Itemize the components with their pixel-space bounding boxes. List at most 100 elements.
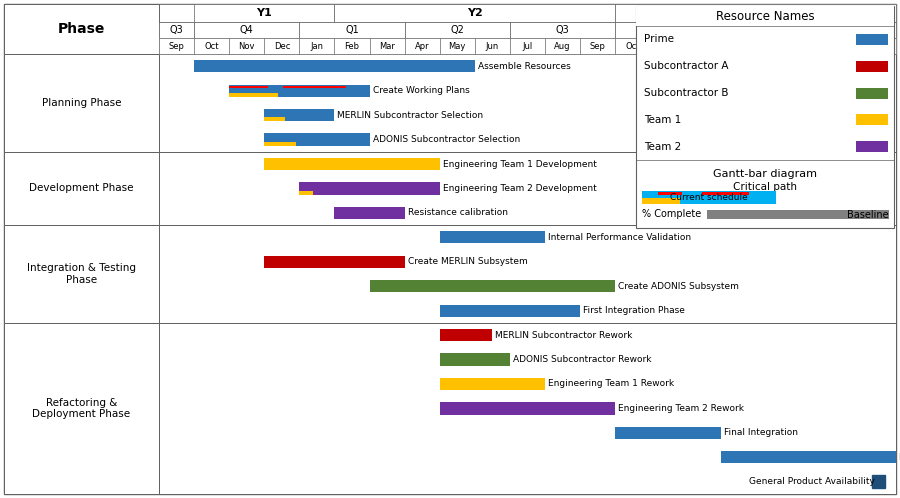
Bar — [721, 38, 756, 54]
Bar — [265, 255, 405, 268]
Text: Prime: Prime — [644, 34, 674, 44]
Bar — [433, 313, 580, 318]
Bar — [265, 38, 300, 54]
Bar — [257, 166, 440, 172]
Bar — [257, 264, 405, 269]
Bar — [721, 451, 896, 464]
Bar — [159, 225, 896, 323]
Text: Q4: Q4 — [661, 25, 675, 35]
Text: Assemble Resources: Assemble Resources — [478, 62, 571, 71]
Bar — [440, 231, 545, 244]
Bar — [856, 141, 888, 152]
Bar — [616, 427, 721, 439]
Text: Sep: Sep — [590, 41, 606, 50]
Text: Oct: Oct — [626, 41, 640, 50]
Bar — [292, 191, 440, 196]
Bar — [714, 460, 896, 465]
Bar — [440, 329, 492, 341]
Text: Engineering Team 1 Rework: Engineering Team 1 Rework — [548, 379, 674, 388]
Text: Dec: Dec — [695, 41, 711, 50]
Bar — [433, 386, 545, 392]
Bar — [4, 225, 159, 323]
Text: May: May — [448, 41, 466, 50]
Bar — [363, 288, 616, 294]
Bar — [300, 38, 335, 54]
Bar — [608, 435, 721, 441]
Bar — [702, 192, 750, 195]
Bar — [405, 38, 440, 54]
Bar — [545, 38, 580, 54]
Text: Phase: Phase — [58, 22, 105, 36]
Text: Jan: Jan — [732, 41, 744, 50]
Bar — [370, 38, 405, 54]
Text: Apr: Apr — [415, 41, 429, 50]
Bar — [159, 38, 896, 54]
Text: May: May — [869, 41, 887, 50]
Text: Q1: Q1 — [345, 25, 359, 35]
Text: Team 1: Team 1 — [644, 115, 681, 125]
Text: Team 2: Team 2 — [644, 141, 681, 151]
Text: Feb: Feb — [345, 41, 359, 50]
Bar — [159, 22, 896, 38]
Text: Internal Performance Validation: Internal Performance Validation — [548, 233, 691, 242]
Bar — [159, 323, 896, 494]
Bar — [756, 38, 791, 54]
Text: Integration & Testing
Phase: Integration & Testing Phase — [27, 263, 136, 285]
Bar — [791, 38, 826, 54]
Text: Q3: Q3 — [555, 25, 570, 35]
Text: Create ADONIS Subsystem: Create ADONIS Subsystem — [618, 282, 739, 291]
Bar — [194, 38, 230, 54]
Bar — [230, 93, 278, 97]
Bar — [265, 142, 296, 146]
Bar — [257, 118, 317, 123]
Bar — [433, 411, 616, 416]
Text: Nov: Nov — [238, 41, 255, 50]
Bar — [370, 280, 616, 292]
Bar — [194, 4, 335, 22]
Text: Y1: Y1 — [256, 8, 272, 18]
Bar — [159, 54, 896, 494]
Bar — [265, 158, 440, 170]
Bar — [440, 354, 510, 366]
Text: Betatest cycle: Betatest cycle — [899, 453, 900, 462]
Bar — [4, 152, 159, 225]
Bar — [433, 362, 510, 368]
Text: % Complete: % Complete — [642, 209, 701, 219]
Text: Dec: Dec — [274, 41, 290, 50]
Bar — [686, 38, 721, 54]
Text: Final Integration: Final Integration — [724, 428, 797, 437]
Text: Jan: Jan — [310, 41, 323, 50]
Bar — [159, 38, 194, 54]
Text: Gantt-bar diagram: Gantt-bar diagram — [713, 169, 817, 179]
Text: Q4: Q4 — [240, 25, 254, 35]
Text: Q2: Q2 — [854, 25, 868, 35]
Text: Mar: Mar — [379, 41, 395, 50]
Text: Jun: Jun — [486, 41, 499, 50]
Bar — [642, 191, 776, 204]
Text: Engineering Team 2 Rework: Engineering Team 2 Rework — [618, 404, 744, 413]
Text: Q3: Q3 — [170, 25, 184, 35]
Bar — [440, 378, 545, 390]
Bar — [856, 34, 888, 45]
Text: Nov: Nov — [660, 41, 676, 50]
Text: General Product Availability: General Product Availability — [749, 477, 875, 486]
Text: Q2: Q2 — [450, 25, 464, 35]
Bar — [4, 323, 159, 494]
Bar — [433, 338, 492, 343]
Bar — [440, 305, 580, 317]
Bar — [721, 22, 826, 38]
Bar — [4, 54, 159, 152]
Bar — [159, 152, 896, 225]
Bar — [856, 61, 888, 72]
Text: ADONIS Subcontractor Selection: ADONIS Subcontractor Selection — [373, 135, 520, 144]
Bar — [328, 215, 405, 221]
Bar — [230, 86, 268, 88]
Bar — [194, 60, 475, 72]
Text: MERLIN Subcontractor Rework: MERLIN Subcontractor Rework — [495, 331, 633, 340]
Bar — [861, 38, 896, 54]
Bar — [510, 38, 545, 54]
Bar — [335, 4, 616, 22]
Text: Create MERLIN Subsystem: Create MERLIN Subsystem — [408, 257, 527, 266]
Bar — [826, 38, 861, 54]
Text: Resistance calibration: Resistance calibration — [408, 208, 508, 218]
